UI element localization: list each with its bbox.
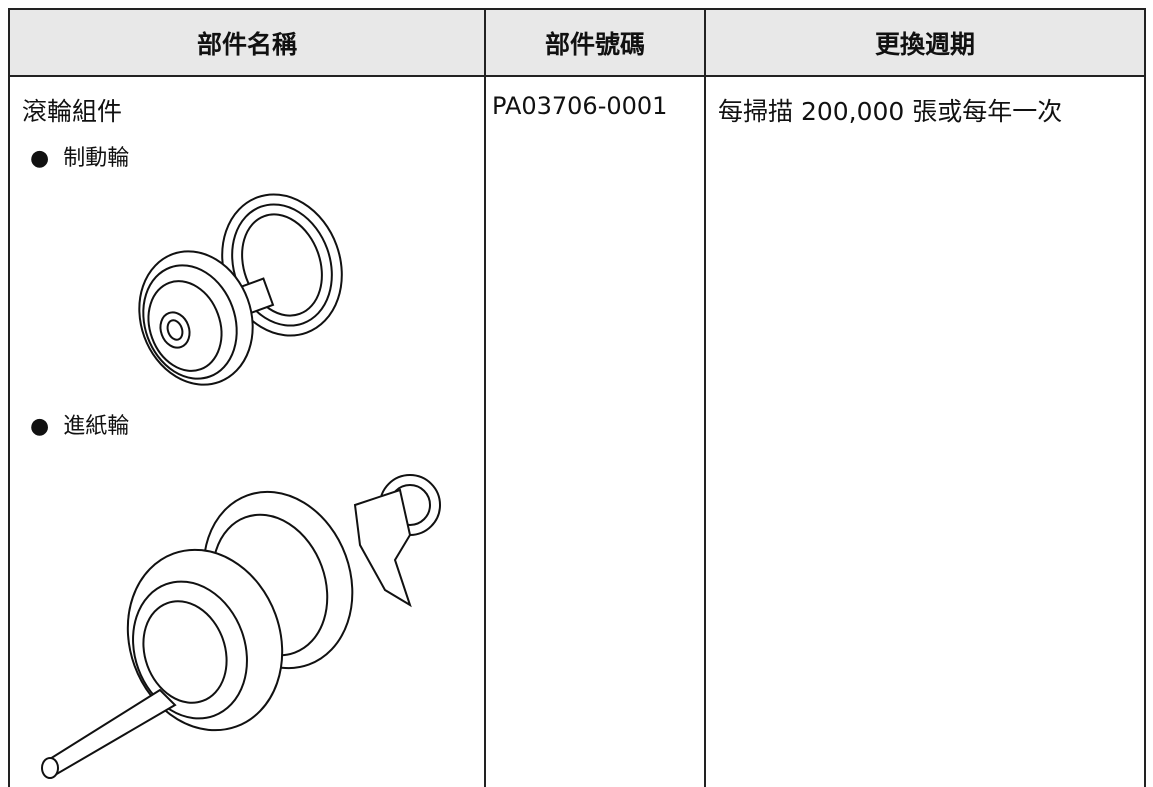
sub-item: ● 制動輪: [30, 146, 130, 171]
header-cell: 更換週期: [706, 10, 1144, 75]
header-text: 部件名稱: [196, 29, 297, 59]
border: [8, 75, 1146, 77]
header-text: 更換週期: [874, 29, 975, 59]
border: [704, 8, 706, 787]
header-cell: 部件號碼: [486, 10, 704, 75]
header-text: 部件號碼: [544, 29, 645, 59]
border: [8, 8, 1146, 10]
part-name: 滾輪組件: [22, 97, 123, 126]
brake-roller-illustration: [138, 193, 343, 386]
sub-item: ● 進紙輪: [30, 414, 130, 439]
header-cell: 部件名稱: [10, 10, 484, 75]
replacement-cycle: 每掃描 200,000 張或每年一次: [718, 97, 1063, 126]
pick-roller-illustration: [41, 474, 441, 779]
sub-item-text: 制動輪: [63, 146, 130, 171]
part-number: PA03706-0001: [492, 92, 668, 120]
border: [8, 8, 10, 787]
border: [1144, 8, 1146, 787]
sub-item-text: 進紙輪: [63, 414, 130, 439]
border: [484, 8, 486, 787]
